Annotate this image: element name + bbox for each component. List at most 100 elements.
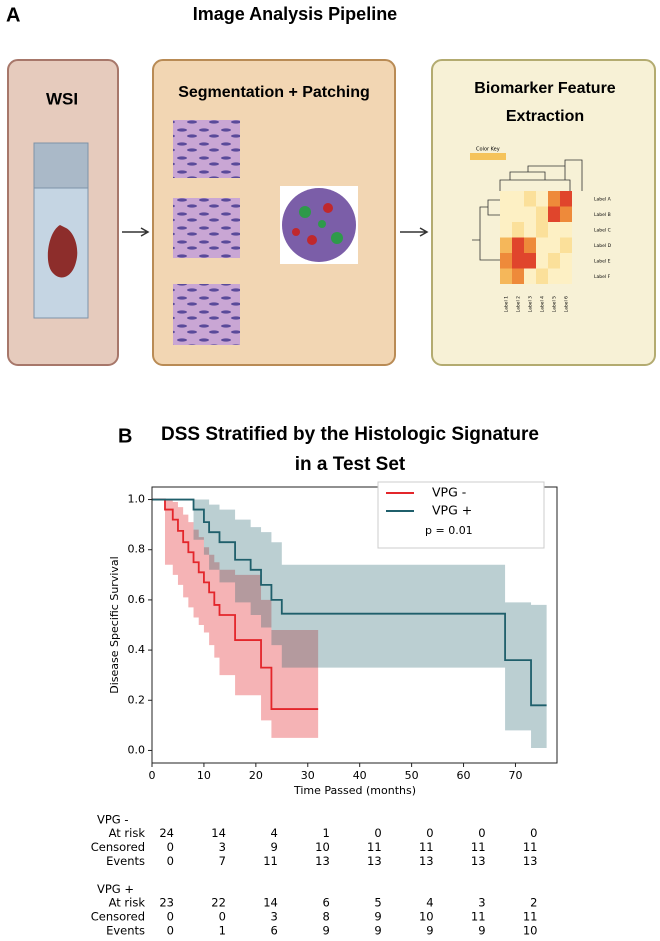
risk-value: 2 <box>530 896 537 910</box>
heatmap-col-label: Label 6 <box>564 296 570 313</box>
heatmap-cell <box>524 253 536 269</box>
x-tick-label: 0 <box>149 769 156 782</box>
color-key-label: Color Key <box>476 147 500 153</box>
panel-label: B <box>118 425 132 447</box>
slide-label <box>33 142 89 189</box>
heatmap-cell <box>548 206 560 222</box>
heatmap-row-label: Label F <box>594 274 611 280</box>
risk-value: 10 <box>523 924 538 938</box>
risk-value: 6 <box>271 924 278 938</box>
risk-row-label: Events <box>106 924 145 938</box>
heatmap-cell <box>524 191 536 207</box>
risk-value: 0 <box>167 924 174 938</box>
chart-title-wrap: DSS Stratified by the Histologic Signatu… <box>161 424 539 475</box>
heatmap-cell <box>548 237 560 253</box>
risk-value: 0 <box>478 826 485 840</box>
heatmap-cell <box>500 222 512 238</box>
box-title-wrap: Biomarker Feature Extraction <box>474 80 615 125</box>
risk-value: 3 <box>271 910 278 924</box>
legend-label: VPG - <box>432 485 466 500</box>
heatmap-cell <box>524 206 536 222</box>
risk-value: 9 <box>271 840 278 854</box>
heatmap-cell <box>536 206 548 222</box>
survival-line <box>152 498 319 710</box>
risk-value: 3 <box>219 840 226 854</box>
y-tick-label: 1.0 <box>128 493 146 506</box>
x-tick-label: 70 <box>508 769 522 782</box>
risk-value: 5 <box>374 896 381 910</box>
risk-value: 11 <box>471 910 486 924</box>
x-tick-label: 10 <box>197 769 211 782</box>
risk-group-name: VPG - <box>97 813 129 827</box>
heatmap-row-label: Label E <box>594 259 611 265</box>
survival-line <box>152 498 547 707</box>
risk-value: 6 <box>322 896 329 910</box>
heatmap-cell <box>512 206 524 222</box>
annotation: p = 0.01 <box>425 524 473 537</box>
heatmap-cell <box>548 222 560 238</box>
risk-value: 0 <box>167 910 174 924</box>
risk-value: 1 <box>322 826 329 840</box>
risk-value: 11 <box>523 910 538 924</box>
heatmap-cell <box>548 268 560 284</box>
risk-value: 0 <box>167 840 174 854</box>
y-tick-label: 0.4 <box>128 643 146 656</box>
box-title: Segmentation + Patching <box>178 84 370 101</box>
risk-value: 3 <box>478 896 485 910</box>
risk-value: 9 <box>322 924 329 938</box>
risk-value: 4 <box>426 896 433 910</box>
heatmap-cell <box>536 253 548 269</box>
heatmap-cell <box>536 222 548 238</box>
risk-value: 11 <box>471 840 486 854</box>
heatmap-cell <box>500 253 512 269</box>
x-tick-label: 30 <box>301 769 315 782</box>
risk-value: 14 <box>211 826 226 840</box>
patch <box>173 198 240 258</box>
risk-value: 14 <box>263 896 278 910</box>
heatmap-cell <box>560 237 572 253</box>
heatmap-cell <box>560 191 572 207</box>
heatmap-cell <box>512 268 524 284</box>
patch <box>173 120 240 178</box>
risk-value: 11 <box>367 840 382 854</box>
heatmap-cell <box>536 237 548 253</box>
heatmap-cell <box>500 206 512 222</box>
y-tick-label: 0.0 <box>128 743 146 756</box>
risk-value: 7 <box>219 854 226 868</box>
heatmap-cell <box>536 191 548 207</box>
y-tick-label: 0.2 <box>128 693 146 706</box>
heatmap-cell <box>512 237 524 253</box>
risk-row-label: At risk <box>109 896 146 910</box>
x-tick-label: 50 <box>405 769 419 782</box>
heatmap-cell <box>548 253 560 269</box>
heatmap-col-label: Label 2 <box>516 296 522 313</box>
heatmap-row-label: Label C <box>594 228 611 234</box>
legend-label: VPG + <box>432 503 472 518</box>
risk-value: 11 <box>263 854 278 868</box>
risk-value: 11 <box>523 840 538 854</box>
heatmap-cell <box>548 191 560 207</box>
risk-value: 13 <box>315 854 330 868</box>
heatmap-col-label: Label 1 <box>504 296 510 313</box>
risk-value: 13 <box>471 854 486 868</box>
heatmap-cell <box>560 253 572 269</box>
chart-title: DSS Stratified by the Histologic Signatu… <box>161 424 539 475</box>
heatmap: Color Key Label A Label B Label C Label D La… <box>470 147 612 313</box>
axes-frame <box>151 486 558 764</box>
risk-value: 0 <box>219 910 226 924</box>
risk-row-label: Events <box>106 854 145 868</box>
risk-value: 13 <box>419 854 434 868</box>
heatmap-cell <box>524 237 536 253</box>
arrow <box>400 227 429 237</box>
heatmap-cell <box>524 222 536 238</box>
heatmap-cell <box>512 253 524 269</box>
heatmap-row-label: Label B <box>594 212 611 218</box>
heatmap-row-label: Label D <box>594 243 612 249</box>
risk-value: 9 <box>374 924 381 938</box>
risk-value: 24 <box>159 826 174 840</box>
x-tick-label: 60 <box>457 769 471 782</box>
heatmap-cell <box>500 268 512 284</box>
risk-group-name: VPG + <box>97 882 134 896</box>
risk-value: 11 <box>419 840 434 854</box>
